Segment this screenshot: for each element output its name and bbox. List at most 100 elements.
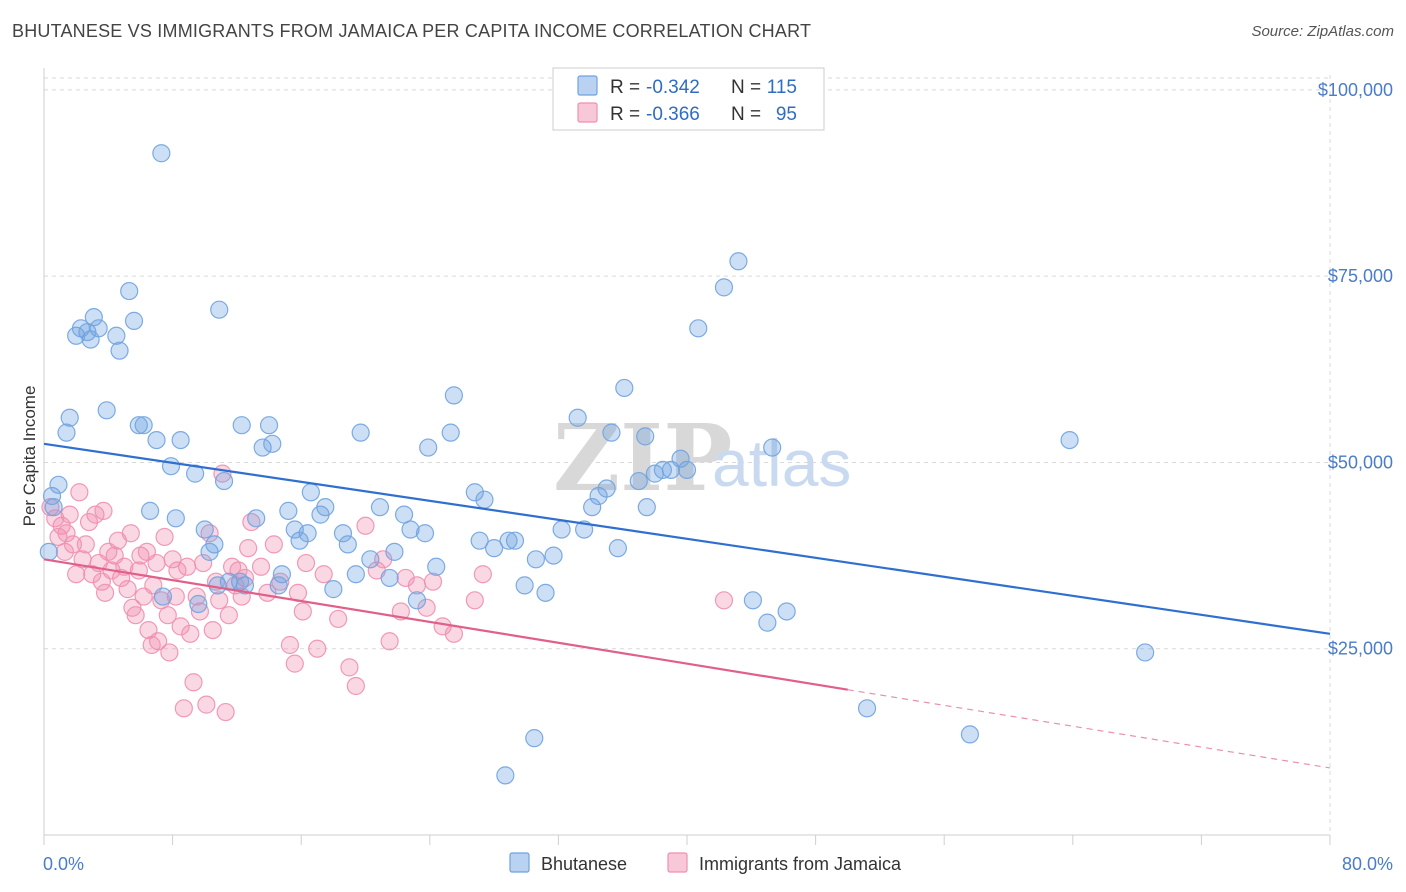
bhutanese-point-10 <box>84 308 103 327</box>
jamaica-point-11 <box>76 535 95 554</box>
jamaica-point-78 <box>329 609 348 629</box>
jamaica-point-22 <box>112 568 131 588</box>
jamaica-point-27 <box>126 606 145 625</box>
jamaica-point-43 <box>168 561 187 580</box>
legend-r-label-2: R = <box>610 104 640 125</box>
jamaica-point-6 <box>60 505 79 524</box>
bhutanese-point-94 <box>677 460 697 480</box>
bhutanese-point-0 <box>39 542 58 561</box>
bhutanese-point-17 <box>129 416 148 435</box>
bhutanese-point-50 <box>316 498 335 517</box>
jamaica-point-46 <box>177 557 197 576</box>
legend-r-label-1: R = <box>610 77 640 98</box>
bhutanese-point-20 <box>147 430 166 450</box>
bhutanese-point-56 <box>361 550 380 569</box>
bhutanese-point-18 <box>134 416 153 435</box>
chart-title: BHUTANESE VS IMMIGRANTS FROM JAMAICA PER… <box>12 21 812 41</box>
bottom-legend-label-jamaica: Immigrants from Jamaica <box>699 854 902 874</box>
bhutanese-point-54 <box>346 565 365 584</box>
jamaica-point-25 <box>121 524 140 543</box>
jamaica-point-84 <box>380 632 399 651</box>
jamaica-point-88 <box>417 598 436 617</box>
jamaica-point-75 <box>296 553 316 573</box>
bhutanese-point-52 <box>333 524 353 543</box>
y-axis-label: Per Capita Income <box>20 386 39 527</box>
jamaica-point-81 <box>356 516 375 535</box>
jamaica-point-13 <box>83 565 102 584</box>
bhutanese-point-3 <box>49 475 68 494</box>
watermark: ZIP atlas <box>553 404 851 512</box>
correlation-legend: R = -0.342 N = 115 R = -0.366 N = 95 <box>552 67 825 131</box>
x-tick-labels: 0.0% 80.0% <box>43 854 1393 874</box>
bhutanese-point-58 <box>380 568 399 588</box>
bhutanese-point-66 <box>441 423 460 442</box>
bhutanese-point-101 <box>777 602 796 621</box>
bhutanese-point-72 <box>499 531 518 550</box>
jamaica-point-47 <box>181 624 200 643</box>
jamaica-point-58 <box>216 702 235 722</box>
jamaica-point-95 <box>94 501 113 520</box>
bhutanese-point-84 <box>608 539 627 558</box>
bhutanese-point-27 <box>189 594 208 614</box>
legend-n-label-2: N = <box>731 104 761 125</box>
bhutanese-point-42 <box>269 576 288 595</box>
bhutanese-point-25 <box>171 430 190 450</box>
legend-n-value-1: 115 <box>767 77 797 98</box>
bottom-legend-label-bhutanese: Bhutanese <box>541 854 627 874</box>
bhutanese-point-15 <box>120 281 139 301</box>
y-tick-label-3: $100,000 <box>1318 80 1393 100</box>
bhutanese-point-65 <box>427 557 446 576</box>
jamaica-point-44 <box>171 617 190 636</box>
y-tick-label-1: $50,000 <box>1328 452 1393 472</box>
bottom-legend-swatch-pink <box>667 852 688 873</box>
bhutanese-point-32 <box>210 300 229 319</box>
bhutanese-point-87 <box>629 471 648 491</box>
bhutanese-point-103 <box>496 766 515 785</box>
bhutanese-point-69 <box>470 531 489 550</box>
bhutanese-point-59 <box>385 542 404 561</box>
jamaica-point-12 <box>79 512 99 532</box>
trend-line-jamaica <box>43 558 848 691</box>
bhutanese-point-93 <box>671 449 690 468</box>
bhutanese-point-61 <box>401 520 420 539</box>
legend-r-value-2: -0.366 <box>646 104 700 125</box>
jamaica-point-89 <box>423 572 443 591</box>
bhutanese-point-95 <box>689 319 708 338</box>
jamaica-point-52 <box>197 695 216 714</box>
legend-box <box>552 67 825 131</box>
bhutanese-point-36 <box>232 416 251 435</box>
bhutanese-point-41 <box>263 434 282 453</box>
bhutanese-point-48 <box>301 483 320 502</box>
y-tick-labels: $25,000 $50,000 $75,000 $100,000 <box>1318 80 1393 659</box>
jamaica-point-94 <box>714 591 734 610</box>
bhutanese-point-24 <box>166 509 185 528</box>
jamaica-point-79 <box>340 658 359 677</box>
bhutanese-point-28 <box>195 520 214 539</box>
bhutanese-point-43 <box>272 565 292 584</box>
bhutanese-point-70 <box>475 490 494 509</box>
jamaica-point-65 <box>239 539 258 558</box>
jamaica-point-54 <box>203 620 222 640</box>
jamaica-point-92 <box>465 591 484 610</box>
axes <box>43 68 1331 845</box>
bhutanese-point-12 <box>97 401 116 420</box>
jamaica-point-76 <box>308 639 327 658</box>
jamaica-point-7 <box>63 535 83 554</box>
trend-line-jamaica-extension <box>847 689 1331 769</box>
bhutanese-point-39 <box>253 438 272 457</box>
bhutanese-point-63 <box>415 524 435 543</box>
jamaica-point-74 <box>293 602 312 621</box>
series-bhutanese-points <box>39 144 1155 785</box>
legend-n-value-2: 95 <box>776 104 797 125</box>
jamaica-point-67 <box>251 557 271 576</box>
y-tick-label-0: $25,000 <box>1328 639 1393 659</box>
bhutanese-point-38 <box>247 509 266 528</box>
bhutanese-point-13 <box>107 326 126 345</box>
bhutanese-point-64 <box>419 438 438 457</box>
bhutanese-point-55 <box>351 423 370 442</box>
bhutanese-point-19 <box>140 501 160 520</box>
bhutanese-point-68 <box>465 483 484 502</box>
jamaica-point-80 <box>346 676 365 696</box>
jamaica-point-59 <box>219 606 238 625</box>
